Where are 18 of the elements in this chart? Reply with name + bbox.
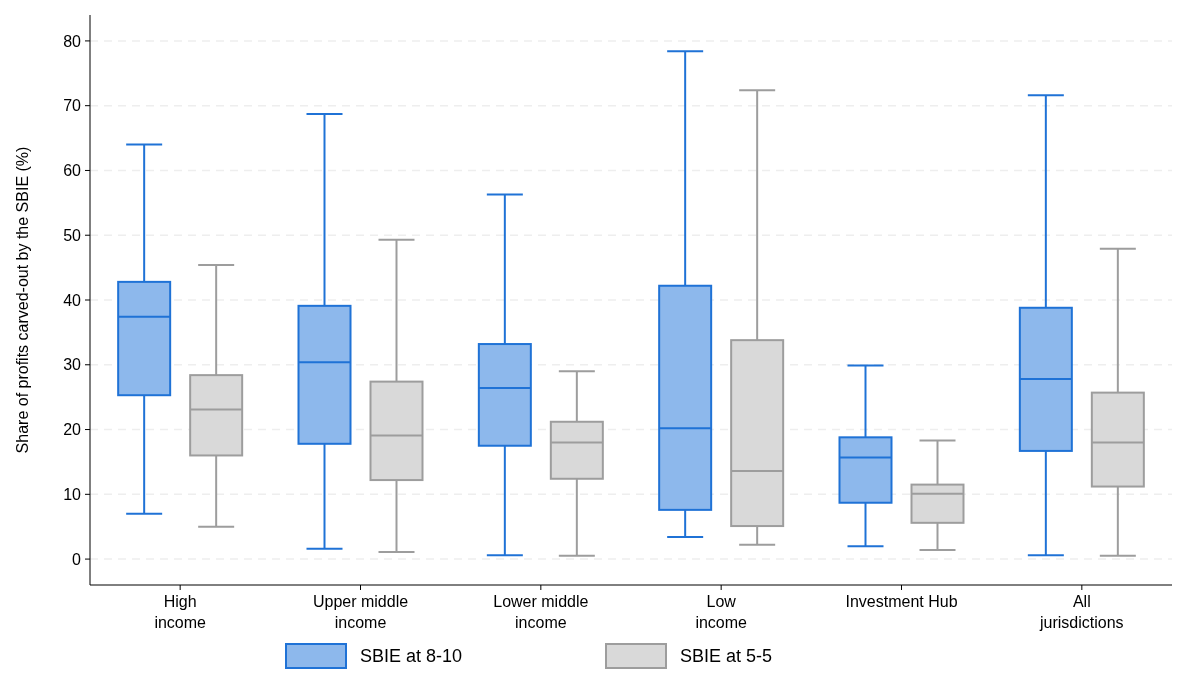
y-tick-label: 70 [63,97,82,115]
x-tick-label: All jurisdictions [1039,593,1124,631]
y-tick-label: 0 [72,550,82,568]
y-tick-label: 60 [63,162,82,180]
y-tick-label: 40 [63,291,82,309]
legend-label: SBIE at 5-5 [680,646,773,667]
y-tick-label: 20 [63,421,82,439]
x-tick-label: Upper middle income [312,593,409,631]
y-tick-label: 10 [63,485,82,503]
x-tick-label: Lower middle income [493,593,589,631]
legend-label: SBIE at 8-10 [360,646,463,667]
x-tick-label: High income [154,593,207,631]
y-axis-title: Share of profits carved-out by the SBIE (%) [13,146,31,454]
x-tick-label: Investment Hub [845,593,958,610]
x-tick-label: Low income [695,593,748,631]
y-tick-label: 80 [63,32,82,50]
y-tick-label: 30 [63,356,82,374]
y-tick-label: 50 [63,226,82,244]
